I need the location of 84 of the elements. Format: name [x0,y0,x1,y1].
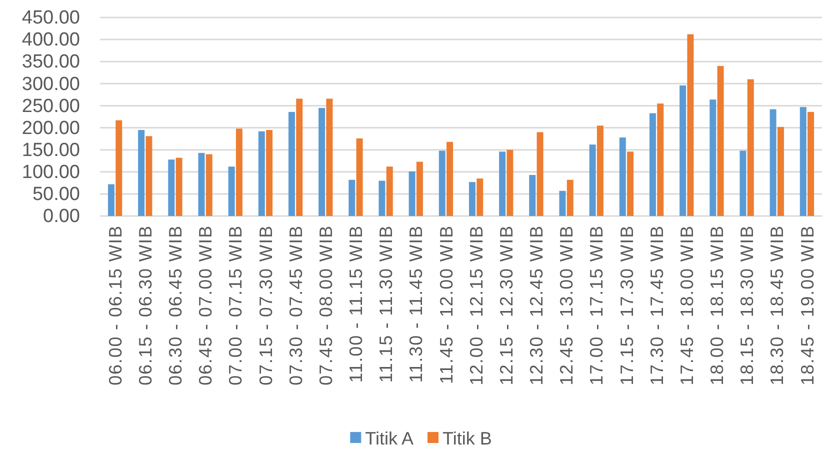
x-tick-label: 17.45 - 18.00 WIB [676,225,697,386]
y-tick-label: 50.00 [32,184,80,206]
bar [770,109,776,216]
bar [138,130,145,216]
bar [236,128,242,216]
bar [146,136,152,216]
bar [680,85,686,216]
x-tick-label: 18.15 - 18.30 WIB [737,225,758,386]
x-tick-label: 11.15 - 11.30 WIB [376,225,396,383]
bar [808,112,814,216]
y-tick-label: 350.00 [22,52,80,73]
y-tick-label: 100.00 [22,162,80,183]
bar [206,154,212,216]
y-tick-label: 0.00 [43,206,80,228]
bar [499,152,506,216]
bar [408,171,416,216]
x-tick-label: 18.30 - 18.45 WIB [767,225,788,386]
y-tick-label: 250.00 [22,96,80,117]
x-tick-label: 17.15 - 17.30 WIB [616,225,637,386]
bar [296,98,303,216]
bar [596,126,604,216]
bar [687,34,694,216]
bar [529,174,536,216]
bar [266,130,273,216]
bar [536,132,544,216]
bar [800,107,806,216]
bar [627,152,634,216]
x-tick-label: 07.45 - 08.00 WIB [316,225,336,386]
x-tick-label: 06.00 - 06.15 WIB [105,225,126,386]
bar [619,137,626,216]
bar [438,150,446,216]
bar [657,104,664,216]
x-tick-label: 18.00 - 18.15 WIB [707,225,728,386]
y-tick-label: 300.00 [22,74,80,95]
bar [318,108,326,216]
bar [116,120,122,216]
bar [378,180,386,216]
bar [416,162,423,216]
legend-label: Titik B [442,428,492,448]
y-tick-label: 400.00 [22,30,80,51]
y-tick-label: 200.00 [22,118,80,139]
x-tick-label: 12.15 - 12.30 WIB [496,225,516,386]
legend-label: Titik A [365,428,414,448]
x-tick-label: 17.00 - 17.15 WIB [586,225,607,386]
bar [258,131,265,216]
x-tick-label: 07.15 - 07.30 WIB [256,225,276,386]
bar [468,182,476,216]
bar [589,144,596,216]
bar [348,180,356,216]
x-tick-label: 11.30 - 11.45 WIB [406,225,426,383]
x-tick-label: 11.00 - 11.15 WIB [346,225,366,383]
x-tick-label: 12.45 - 13.00 WIB [556,225,577,386]
bar [559,190,566,216]
bar [168,160,175,216]
x-tick-label: 12.30 - 12.45 WIB [526,225,547,386]
bar [506,150,514,216]
bar [476,178,484,216]
bar [740,150,746,216]
x-tick-label: 17.30 - 17.45 WIB [646,225,667,386]
bar [710,100,716,216]
bar [198,152,205,216]
x-tick-label: 12.00 - 12.15 WIB [466,225,486,386]
bar [777,126,784,216]
x-tick-label: 06.30 - 06.45 WIB [166,225,186,386]
x-tick-label: 11.45 - 12.00 WIB [436,225,456,384]
x-tick-label: 18.45 - 19.00 WIB [797,225,818,386]
x-tick-label: 07.00 - 07.15 WIB [226,225,246,386]
bar [356,138,363,216]
y-tick-label: 450.00 [22,8,80,29]
bar [288,112,295,216]
bar [747,79,754,216]
bar [228,166,235,216]
x-tick-label: 06.15 - 06.30 WIB [135,225,156,386]
bar [566,180,574,216]
bar [649,113,656,216]
bar [326,98,333,216]
bar [446,142,454,216]
x-tick-label: 06.45 - 07.00 WIB [196,225,216,386]
bar [176,158,182,216]
bar [717,66,724,216]
bar [108,184,114,216]
y-tick-label: 150.00 [22,140,80,161]
x-tick-label: 07.30 - 07.45 WIB [286,225,306,386]
bar [386,166,393,216]
